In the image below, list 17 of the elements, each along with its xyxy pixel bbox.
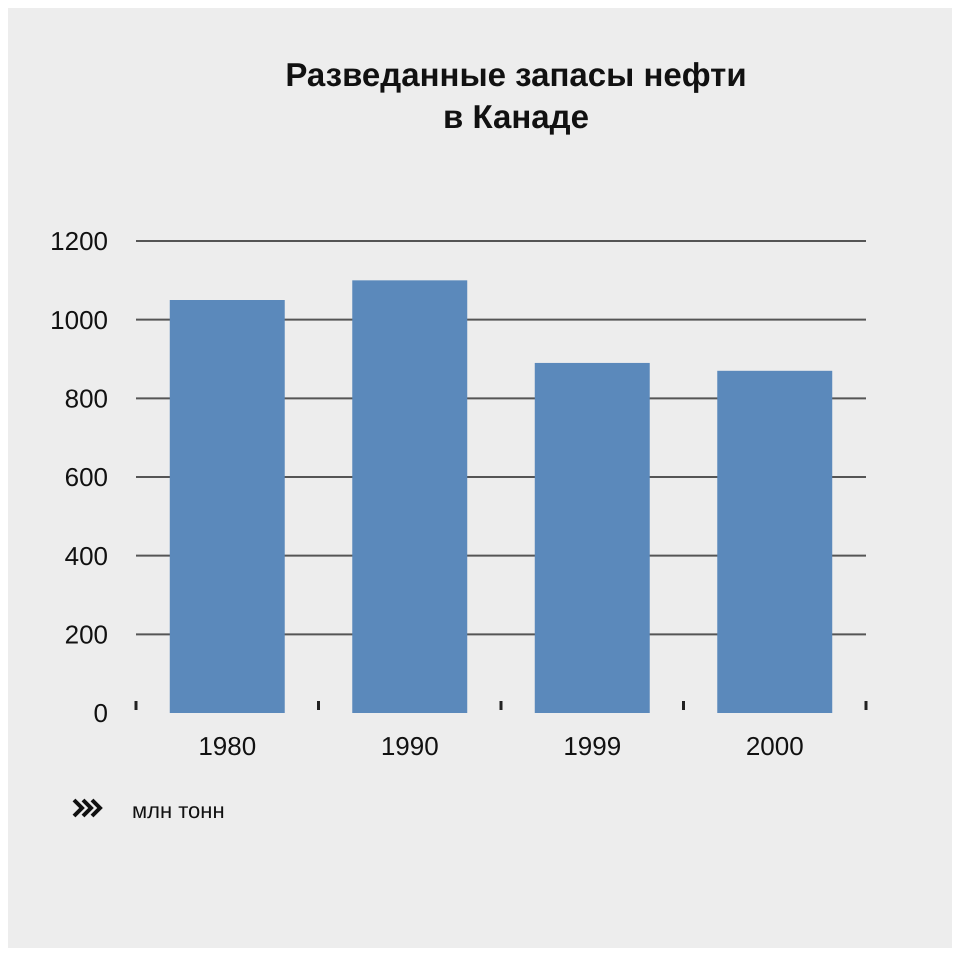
x-tick-label: 1999 (563, 731, 622, 761)
x-tick-label: 2000 (746, 731, 804, 761)
y-tick-label: 800 (64, 383, 108, 414)
bar (534, 362, 650, 713)
bar (352, 280, 468, 713)
y-tick-label: 200 (64, 619, 108, 650)
text: млн тонн (132, 798, 225, 823)
bar (170, 300, 285, 713)
y-tick-label: 1200 (50, 226, 108, 256)
x-tick-label: 1980 (198, 731, 256, 761)
y-tick-label: 0 (94, 698, 108, 728)
x-tick-label: 1990 (380, 731, 439, 761)
chart-title: Разведанные запасы нефти в Канаде (285, 56, 747, 135)
y-tick-label: 600 (64, 462, 108, 492)
y-tick-label: 400 (64, 540, 108, 571)
y-tick-label: 1000 (50, 304, 108, 335)
bar (717, 370, 832, 713)
